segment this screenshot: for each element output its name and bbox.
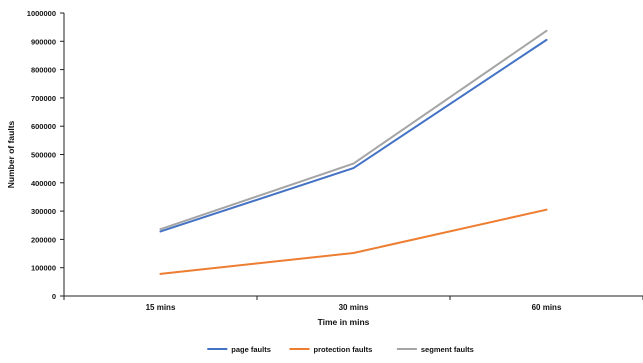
legend-item: page faults [207,345,271,354]
y-tick-label: 300000 [31,207,56,216]
legend: page faults protection faults segment faul… [207,345,474,354]
data-point [159,230,162,233]
legend-label: page faults [231,345,271,354]
x-tick-label: 30 mins [339,303,369,312]
data-point [545,29,548,32]
legend-item: segment faults [396,345,474,354]
data-point [159,228,162,231]
y-tick-label: 0 [52,292,56,301]
data-point [545,208,548,211]
y-tick-label: 400000 [31,179,56,188]
y-tick-label: 1000000 [27,9,56,18]
legend-label: segment faults [421,345,474,354]
data-point [352,252,355,254]
y-tick-label: 600000 [31,122,56,131]
data-point [159,273,162,275]
series-line [159,38,548,233]
data-point [352,167,355,169]
series-protection-faults [159,208,548,275]
data-point [352,162,355,165]
data-point [545,38,548,41]
series-lines [159,29,548,275]
y-tick-labels: 0 100000 200000 300000 400000 500000 600000 700… [27,9,64,301]
series-line [159,29,548,231]
series-line [159,208,548,275]
y-tick-label: 200000 [31,235,56,244]
x-tick-labels: 15 mins 30 mins 60 mins [63,296,643,312]
series-segment-faults [159,29,548,231]
y-tick-label: 900000 [31,37,56,46]
legend-item: protection faults [289,345,373,354]
y-tick-label: 700000 [31,94,56,103]
y-tick-label: 800000 [31,66,56,75]
series-page-faults [159,38,548,233]
y-tick-label: 500000 [31,151,56,160]
y-tick-label: 100000 [31,264,56,273]
x-tick-label: 15 mins [146,303,176,312]
x-axis-title: Time in mins [318,317,370,327]
x-tick-label: 60 mins [532,303,562,312]
legend-label: protection faults [314,345,373,354]
y-axis-title: Number of faults [6,120,16,188]
